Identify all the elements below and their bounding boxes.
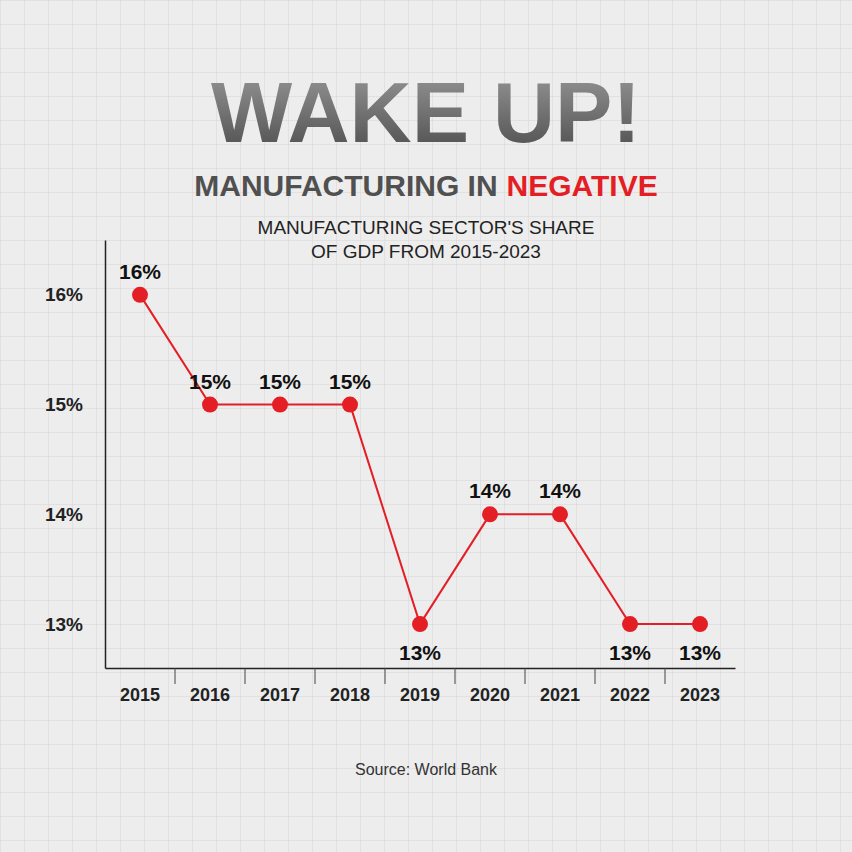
x-tick: 2017: [260, 668, 300, 705]
category-divider: [315, 668, 316, 684]
x-tick: 2020: [470, 668, 510, 705]
data-label: 15%: [259, 370, 301, 393]
x-tick: 2021: [540, 668, 580, 705]
x-tick: 2016: [190, 668, 230, 705]
data-label: 13%: [679, 641, 721, 664]
x-tick: 2018: [330, 668, 370, 705]
y-tick-label: 16%: [45, 284, 83, 305]
data-label: 15%: [189, 370, 231, 393]
source: Source: World Bank: [355, 761, 498, 778]
chart: WAKE UP!MANUFACTURING INNEGATIVEMANUFACT…: [0, 0, 852, 852]
marker: [342, 397, 358, 413]
background: [0, 0, 852, 852]
x-tick: 2015: [120, 668, 160, 705]
y-tick: 13%: [45, 614, 105, 635]
marker: [272, 397, 288, 413]
x-tick-label: 2022: [610, 685, 650, 705]
x-tick-label: 2018: [330, 685, 370, 705]
y-tick: 14%: [45, 504, 105, 525]
headline-text: MANUFACTURING IN: [194, 169, 497, 202]
line: [140, 295, 700, 624]
marker: [692, 616, 708, 632]
y-tick-label: 14%: [45, 504, 83, 525]
marker: [412, 616, 428, 632]
category-divider: [665, 668, 666, 684]
x-tick: 2019: [400, 668, 440, 705]
x-axis-line: [106, 668, 736, 670]
x-axis: 2015 2016 2017 2018 2019 2020 2021 2022 2023: [106, 668, 736, 705]
marker: [132, 287, 148, 303]
data-label: 14%: [469, 479, 511, 502]
y-tick-label: 15%: [45, 394, 83, 415]
category-divider: [595, 668, 596, 684]
category-divider: [525, 668, 526, 684]
marker: [202, 397, 218, 413]
x-tick-label: 2020: [470, 685, 510, 705]
y-tick: 16%: [45, 284, 105, 305]
x-tick-label: 2015: [120, 685, 160, 705]
marker: [552, 506, 568, 522]
marker: [622, 616, 638, 632]
x-tick: 2022: [610, 668, 650, 705]
data-label: 14%: [539, 479, 581, 502]
paper-grid: [0, 0, 852, 852]
marker: [482, 506, 498, 522]
y-axis: 13% 14% 15% 16%: [45, 241, 106, 669]
headline-highlight: NEGATIVE: [507, 169, 658, 202]
subtitle: MANUFACTURING SECTOR'S SHARE: [258, 217, 595, 238]
category-divider: [455, 668, 456, 684]
y-tick: 15%: [45, 394, 105, 415]
data-label: 13%: [399, 641, 441, 664]
data-label: 13%: [609, 641, 651, 664]
headline: MANUFACTURING IN NEGATIVE: [194, 169, 657, 202]
x-tick-label: 2019: [400, 685, 440, 705]
x-tick: 2023: [680, 668, 720, 705]
data-label: 15%: [329, 370, 371, 393]
y-axis-line: [105, 241, 107, 669]
y-tick-label: 13%: [45, 614, 83, 635]
data-label: 16%: [119, 260, 161, 283]
category-divider: [245, 668, 246, 684]
x-tick-label: 2017: [260, 685, 300, 705]
data-labels: 16% 15% 15% 15% 13% 14% 14% 13% 13%: [119, 260, 721, 664]
x-tick-label: 2021: [540, 685, 580, 705]
category-divider: [385, 668, 386, 684]
title: WAKE UP!: [211, 64, 641, 160]
subtitle: OF GDP FROM 2015-2023: [311, 241, 541, 262]
x-tick-label: 2016: [190, 685, 230, 705]
x-tick-label: 2023: [680, 685, 720, 705]
marks: [132, 287, 708, 632]
category-divider: [175, 668, 176, 684]
